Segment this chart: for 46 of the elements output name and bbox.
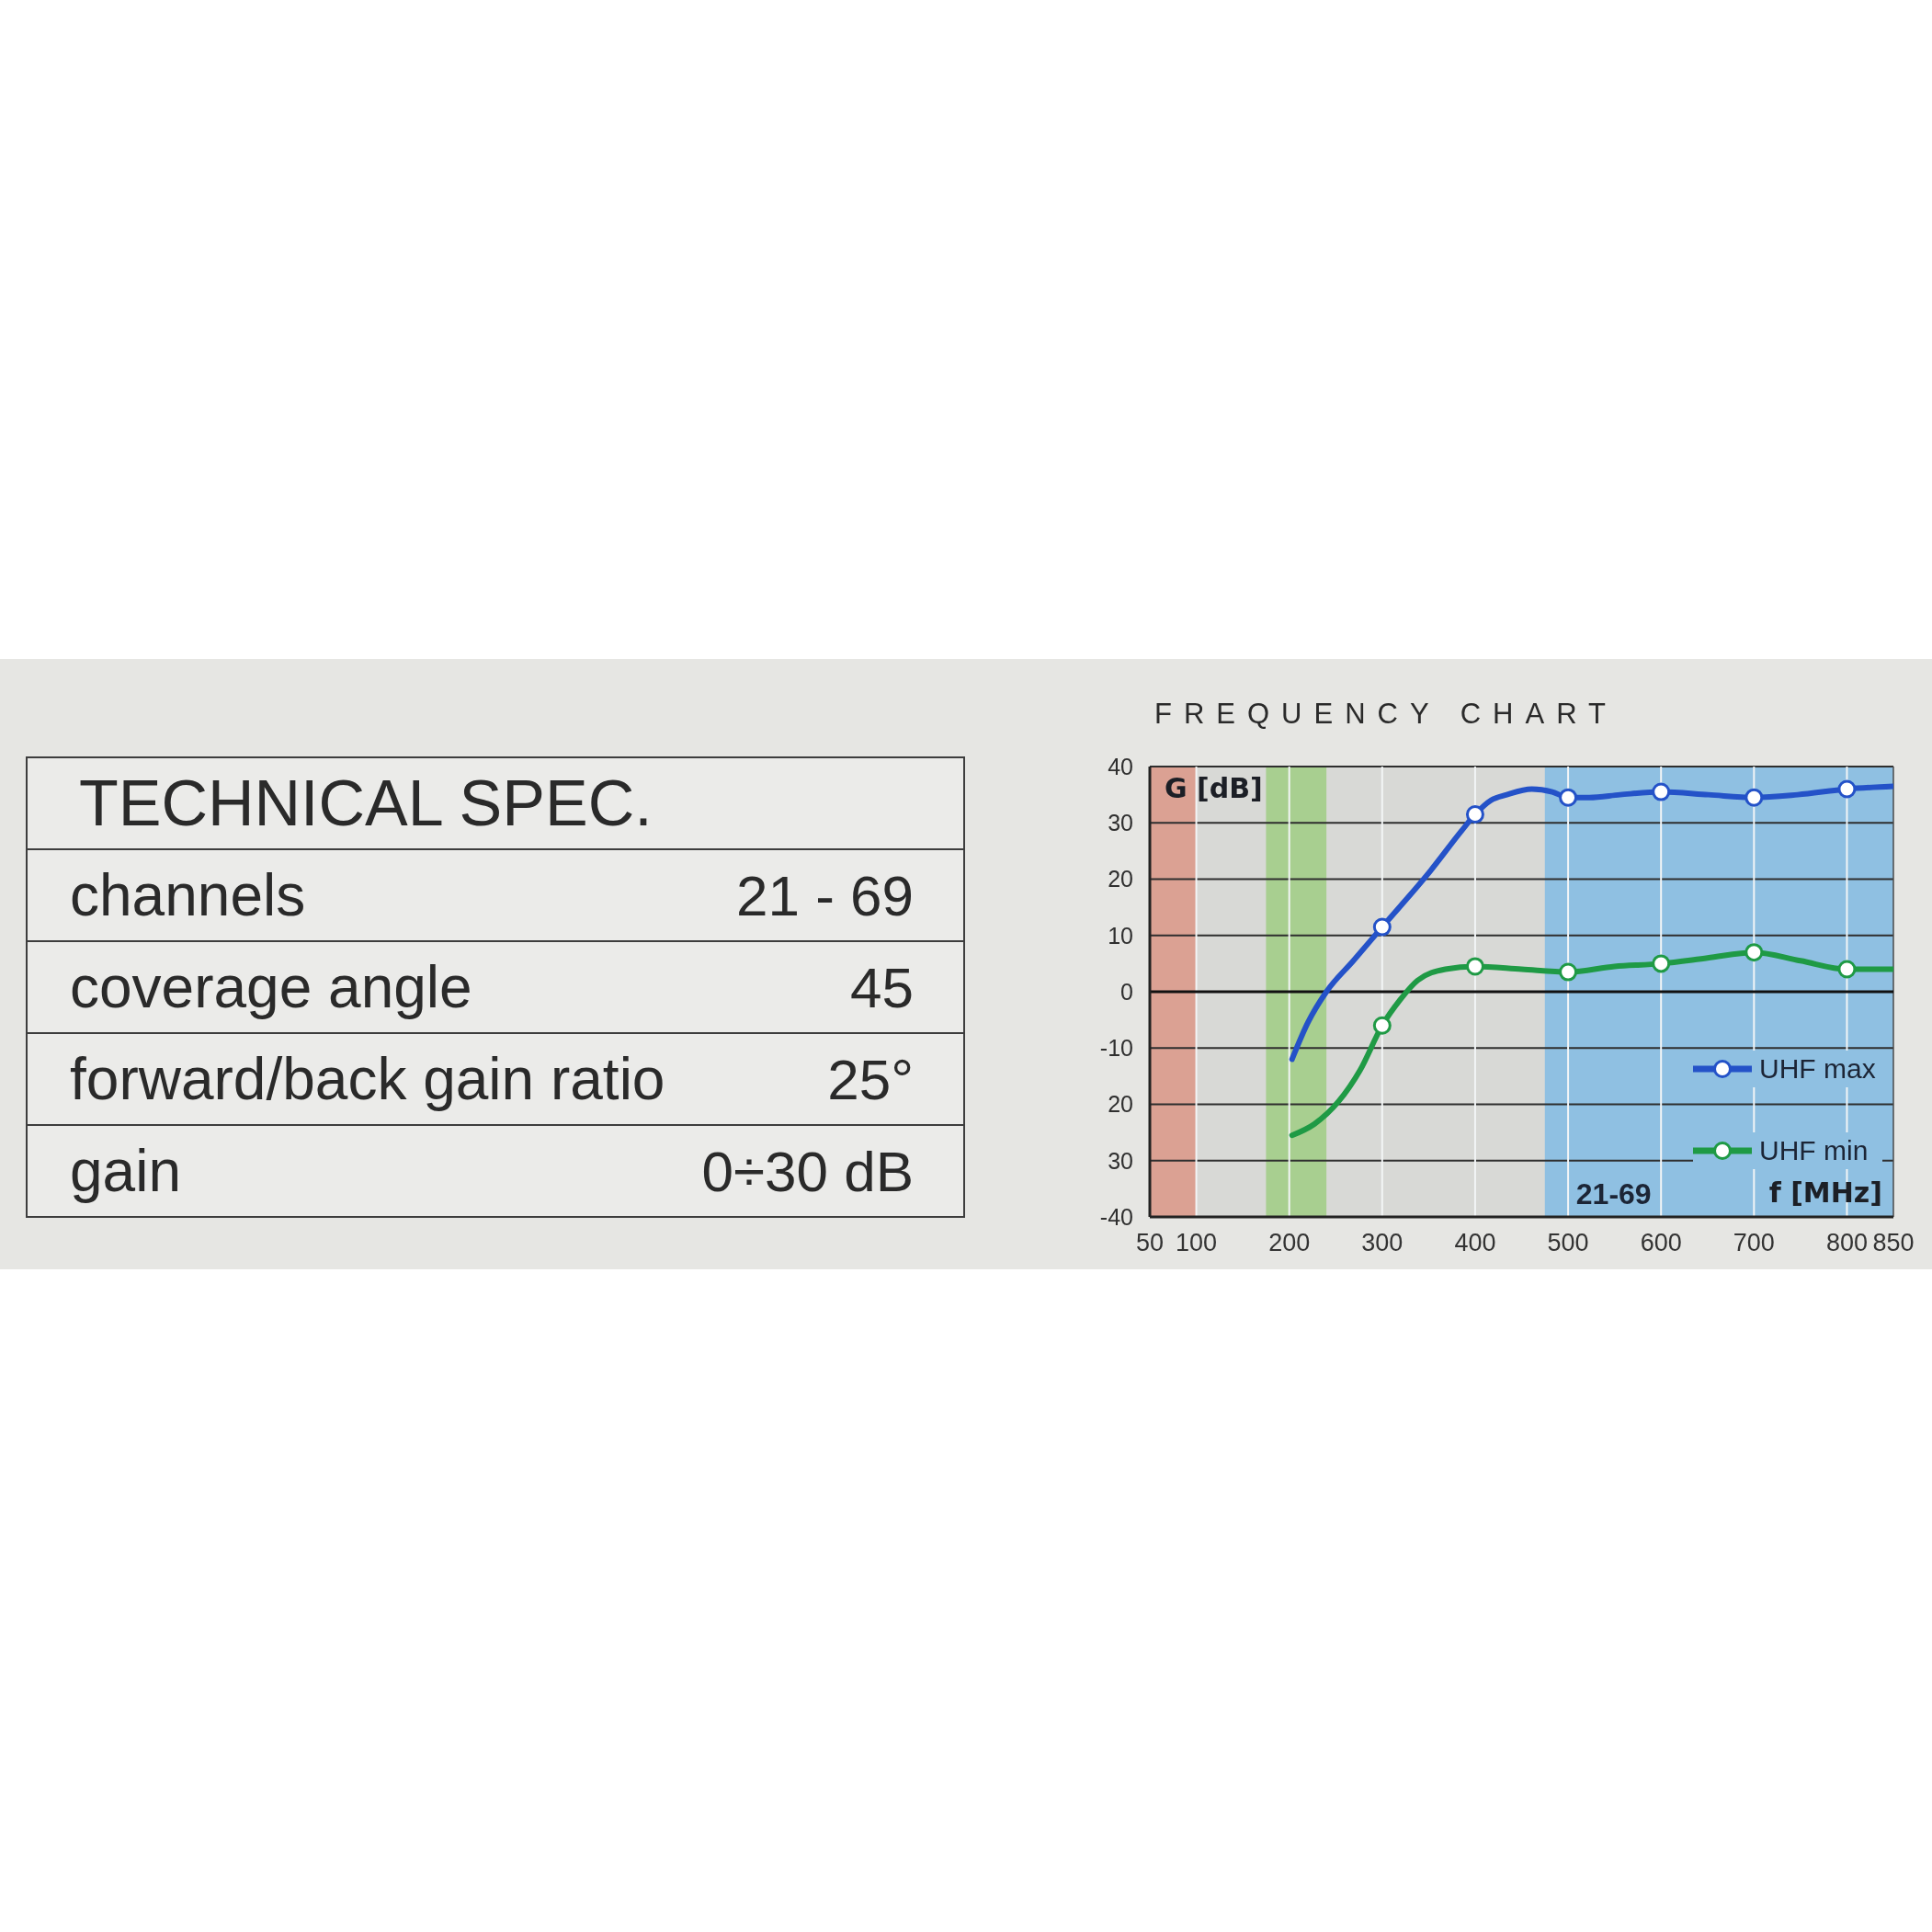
point <box>1837 960 1857 979</box>
text: coverage angle <box>70 953 472 1021</box>
x-tick-label: 600 <box>1640 1229 1682 1257</box>
point <box>1372 1016 1392 1035</box>
y-tick-label: 10 <box>1108 922 1133 949</box>
point <box>1372 917 1392 937</box>
point <box>1465 957 1484 976</box>
y-tick-label: 20 <box>1108 1091 1133 1118</box>
text: 21 - 69 <box>735 862 914 928</box>
point <box>1559 788 1578 807</box>
text: channels <box>70 861 306 929</box>
x-tick-label: 700 <box>1733 1229 1775 1257</box>
band-label: 21-69 <box>1575 1177 1652 1210</box>
point <box>1744 943 1764 962</box>
y-tick-label: 30 <box>1108 1147 1133 1174</box>
point <box>1652 954 1671 973</box>
x-tick-label: 100 <box>1176 1229 1218 1257</box>
chart-title: FREQUENCY CHART <box>1154 698 1618 730</box>
y-tick-label: 30 <box>1108 810 1133 836</box>
text: gain <box>70 1137 181 1205</box>
x-tick-label: 50 <box>1135 1229 1165 1257</box>
text: forward/back gain ratio <box>70 1045 665 1113</box>
y-tick-label: 0 <box>1120 978 1133 1005</box>
point <box>1559 962 1578 982</box>
x-tick-label: 800 <box>1825 1229 1868 1257</box>
x-axis-title: f [MHz] <box>1768 1176 1882 1210</box>
y-tick-label: -10 <box>1099 1035 1133 1062</box>
y-tick-label: -40 <box>1099 1203 1133 1230</box>
point <box>1837 779 1857 799</box>
text: 0÷30 dB <box>701 1138 914 1204</box>
legend-label: UHF max <box>1759 1053 1876 1085</box>
y-tick-label: 40 <box>1108 753 1133 779</box>
point <box>1465 805 1484 824</box>
y-tick-label: 20 <box>1108 866 1133 892</box>
x-tick-label: 850 <box>1872 1229 1915 1257</box>
text: TECHNICAL SPEC. <box>79 767 653 840</box>
x-tick-label: 500 <box>1547 1229 1589 1257</box>
x-tick-label: 200 <box>1268 1229 1311 1257</box>
legend-label: UHF min <box>1759 1135 1869 1166</box>
text: 45 <box>850 954 914 1020</box>
x-tick-label: 300 <box>1361 1229 1404 1257</box>
text: 25° <box>827 1046 914 1112</box>
y-axis-title: G [dB] <box>1165 772 1263 805</box>
x-tick-label: 400 <box>1454 1229 1496 1257</box>
point <box>1744 788 1764 807</box>
point <box>1652 782 1671 801</box>
